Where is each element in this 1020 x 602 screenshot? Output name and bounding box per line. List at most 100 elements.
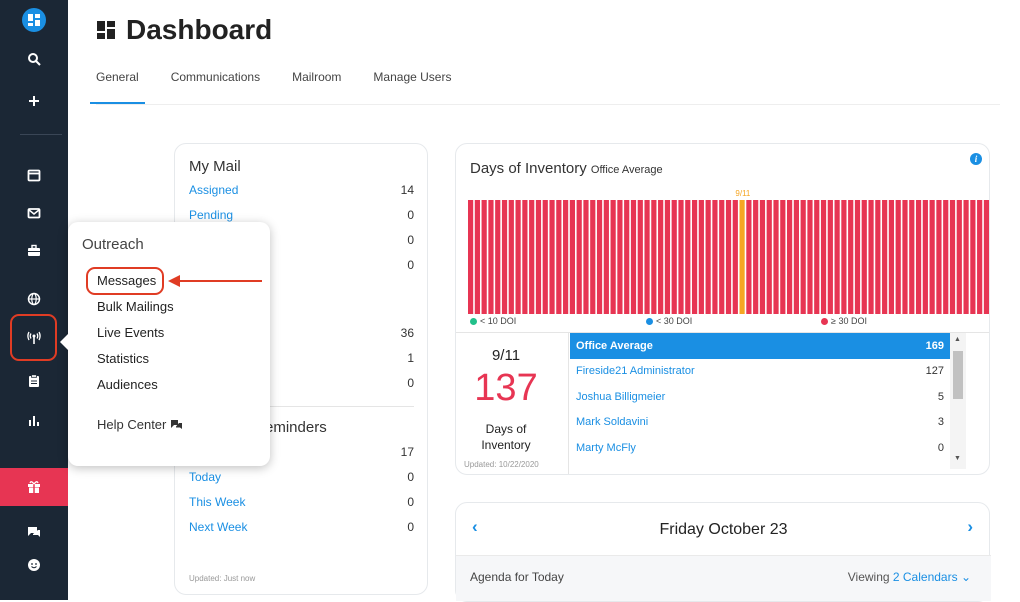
- doi-bar[interactable]: [596, 200, 603, 314]
- scroll-down-icon[interactable]: ▼: [954, 455, 961, 462]
- bar-chart-icon[interactable]: [0, 405, 68, 435]
- doi-bar[interactable]: [841, 200, 847, 314]
- doi-bar[interactable]: [888, 200, 895, 314]
- doi-bar[interactable]: [468, 200, 474, 314]
- doi-bar[interactable]: [515, 200, 521, 314]
- doi-bar[interactable]: [481, 200, 487, 314]
- doi-bar[interactable]: [583, 200, 589, 314]
- doi-bar[interactable]: [671, 200, 677, 314]
- doi-bar[interactable]: [793, 200, 799, 314]
- menu-item-statistics[interactable]: Statistics: [97, 351, 150, 366]
- doi-bar[interactable]: [495, 200, 501, 314]
- scroll-thumb[interactable]: [953, 351, 963, 399]
- doi-bar[interactable]: [773, 200, 779, 314]
- doi-bar[interactable]: [943, 200, 949, 314]
- doi-bar[interactable]: [556, 200, 562, 314]
- doi-bar[interactable]: [834, 200, 840, 314]
- doi-bar[interactable]: [549, 200, 555, 314]
- doi-bar[interactable]: [637, 200, 643, 314]
- globe-icon[interactable]: [0, 284, 68, 314]
- doi-bar[interactable]: [977, 200, 983, 314]
- mail-row-assigned[interactable]: Assigned 14: [189, 183, 414, 197]
- reminder-row[interactable]: 17: [400, 445, 414, 459]
- doi-bar[interactable]: [936, 200, 942, 314]
- doi-bar[interactable]: [902, 200, 908, 314]
- doi-bar[interactable]: [624, 200, 630, 314]
- doi-bar[interactable]: [698, 200, 704, 314]
- menu-item-live-events[interactable]: Live Events: [97, 325, 165, 340]
- doi-bar[interactable]: [474, 200, 480, 314]
- reminder-row-this-week[interactable]: This Week 0: [189, 495, 414, 509]
- gift-icon[interactable]: [0, 468, 68, 506]
- doi-bar[interactable]: [664, 200, 671, 314]
- doi-bar[interactable]: [909, 200, 915, 314]
- doi-bar[interactable]: [807, 200, 813, 314]
- doi-bar[interactable]: [569, 200, 575, 314]
- doi-bar[interactable]: [875, 200, 881, 314]
- doi-bar[interactable]: [922, 200, 928, 314]
- doi-bar[interactable]: [529, 200, 535, 314]
- doi-bar[interactable]: [854, 200, 861, 314]
- reminder-row-next-week[interactable]: Next Week 0: [189, 520, 414, 534]
- briefcase-icon[interactable]: [0, 236, 68, 266]
- doi-bar[interactable]: [590, 200, 596, 314]
- doi-bar[interactable]: [970, 200, 976, 314]
- tab-mailroom[interactable]: Mailroom: [292, 70, 342, 84]
- doi-bar[interactable]: [739, 200, 745, 314]
- doi-bar[interactable]: [963, 200, 969, 314]
- mail-row[interactable]: 0: [407, 258, 414, 272]
- menu-item-help-center[interactable]: Help Center: [97, 417, 183, 432]
- doi-bar[interactable]: [956, 200, 962, 314]
- mail-row[interactable]: 36: [400, 326, 414, 340]
- doi-bar[interactable]: [563, 200, 569, 314]
- doi-bar[interactable]: [542, 200, 548, 314]
- doi-bar[interactable]: [759, 200, 766, 314]
- table-row[interactable]: Fireside21 Administrator 127: [570, 359, 950, 385]
- doi-bar[interactable]: [719, 200, 725, 314]
- doi-bar[interactable]: [488, 200, 494, 314]
- doi-bar[interactable]: [915, 200, 922, 314]
- doi-bar[interactable]: [535, 200, 542, 314]
- calendar-icon[interactable]: [0, 160, 68, 190]
- doi-bar[interactable]: [617, 200, 623, 314]
- doi-bar[interactable]: [658, 200, 664, 314]
- plus-icon[interactable]: [0, 86, 68, 116]
- doi-bar[interactable]: [814, 200, 820, 314]
- scroll-up-icon[interactable]: ▲: [954, 336, 961, 343]
- table-scrollbar[interactable]: ▲ ▼: [950, 333, 966, 469]
- clipboard-icon[interactable]: [0, 366, 68, 396]
- next-day-button[interactable]: ›: [967, 517, 973, 536]
- table-row[interactable]: Marty McFly 0: [570, 435, 950, 461]
- mail-row[interactable]: 0: [407, 376, 414, 390]
- mail-row[interactable]: 1: [407, 351, 414, 365]
- doi-bar[interactable]: [644, 200, 650, 314]
- doi-bar[interactable]: [508, 200, 514, 314]
- doi-bar[interactable]: [800, 200, 806, 314]
- doi-bar[interactable]: [787, 200, 793, 314]
- doi-bar[interactable]: [522, 200, 528, 314]
- doi-bar[interactable]: [691, 200, 698, 314]
- menu-item-messages[interactable]: Messages: [97, 273, 157, 288]
- doi-bar[interactable]: [678, 200, 684, 314]
- doi-bar[interactable]: [651, 200, 657, 314]
- doi-bar[interactable]: [895, 200, 901, 314]
- doi-bar[interactable]: [949, 200, 956, 314]
- doi-bar[interactable]: [983, 200, 989, 314]
- menu-item-bulk-mailings[interactable]: Bulk Mailings: [97, 299, 174, 314]
- prev-day-button[interactable]: ‹: [472, 517, 478, 536]
- chevron-down-icon[interactable]: ⌄: [960, 570, 971, 584]
- mail-icon[interactable]: [0, 198, 68, 228]
- doi-bar[interactable]: [746, 200, 752, 314]
- info-icon[interactable]: i: [970, 153, 982, 165]
- doi-bar[interactable]: [753, 200, 759, 314]
- calendars-link[interactable]: 2 Calendars: [892, 570, 958, 584]
- doi-bar[interactable]: [705, 200, 711, 314]
- doi-bar[interactable]: [820, 200, 827, 314]
- chat-icon[interactable]: [0, 517, 68, 547]
- doi-bar[interactable]: [827, 200, 833, 314]
- tab-communications[interactable]: Communications: [170, 70, 261, 84]
- doi-bar[interactable]: [501, 200, 508, 314]
- doi-bar[interactable]: [725, 200, 732, 314]
- smiley-icon[interactable]: [0, 550, 68, 580]
- doi-bar[interactable]: [610, 200, 616, 314]
